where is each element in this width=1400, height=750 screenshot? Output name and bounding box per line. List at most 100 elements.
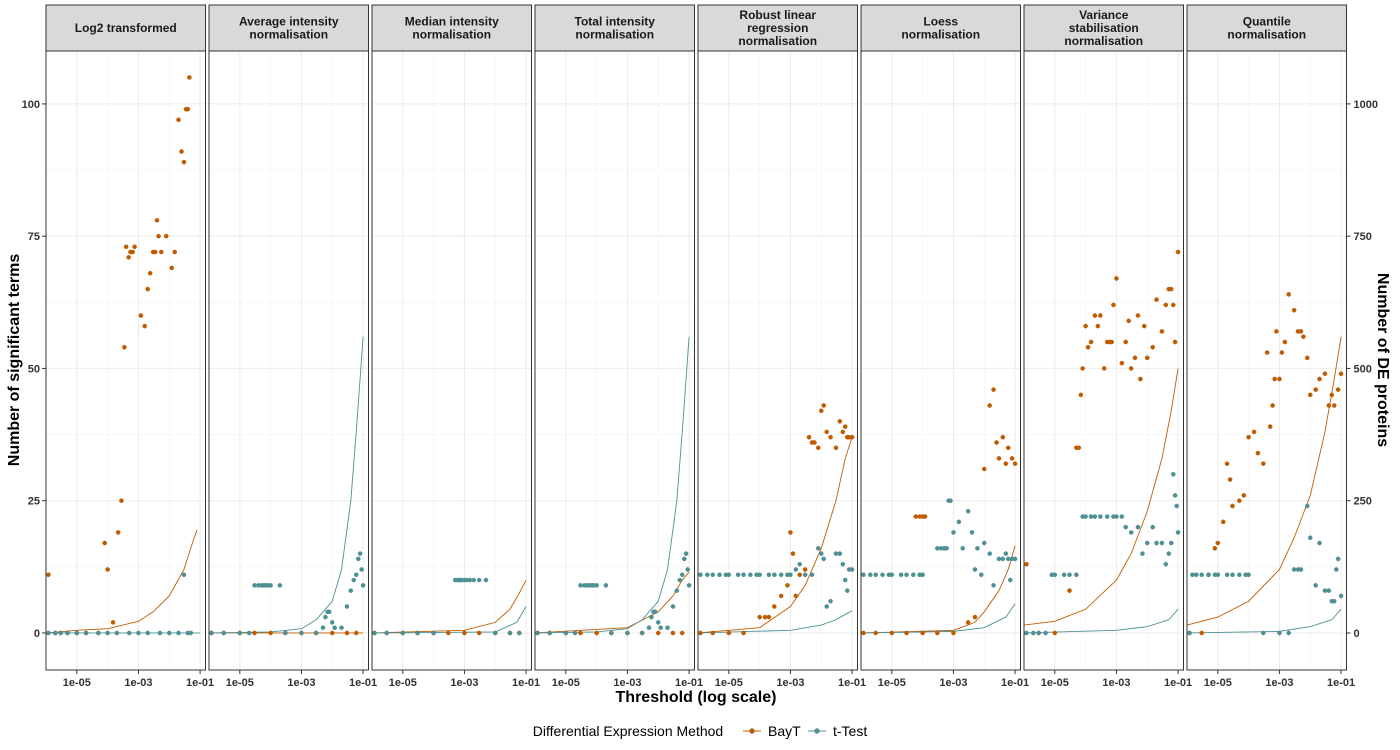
data-point: [837, 551, 843, 556]
data-point: [1067, 588, 1072, 593]
data-point: [339, 625, 344, 630]
data-point: [821, 403, 827, 408]
data-point: [1141, 323, 1147, 329]
data-point: [748, 572, 753, 578]
legend-item-bayt: BayT: [743, 723, 801, 739]
data-point: [1255, 450, 1261, 456]
data-point: [1101, 366, 1107, 371]
facet-strip: [1186, 4, 1347, 52]
data-point: [1114, 514, 1119, 519]
data-point: [1172, 493, 1178, 498]
data-point: [815, 445, 821, 451]
panel-border: [534, 50, 695, 671]
data-point: [1135, 313, 1141, 318]
x-tick-label: 1e-01: [349, 677, 377, 689]
data-point: [1088, 339, 1094, 345]
data-point: [1329, 392, 1335, 398]
data-point: [1163, 302, 1169, 308]
data-point: [797, 561, 803, 567]
data-point: [996, 556, 1002, 562]
y2-tick-label: 750: [1354, 231, 1372, 243]
data-point: [991, 387, 996, 392]
data-point: [726, 630, 732, 636]
y-axis-right: 0 250 500 750 1000: [1346, 99, 1378, 640]
data-point: [1030, 630, 1036, 636]
data-point: [674, 588, 680, 593]
data-point: [710, 630, 716, 636]
data-point: [1009, 456, 1015, 461]
facet-title-line: Loess: [923, 15, 958, 29]
data-point: [1012, 461, 1018, 466]
data-point: [1144, 355, 1150, 361]
facet-title-line: Average intensity: [239, 15, 339, 29]
x-tick-label: 1e-01: [512, 677, 540, 689]
data-point: [320, 625, 326, 630]
data-point: [679, 572, 685, 578]
facet-strip: [371, 4, 532, 52]
data-point: [185, 106, 191, 112]
data-point: [130, 249, 135, 255]
x-tick-label: 1e-03: [776, 677, 804, 689]
series-line-t-test: [697, 610, 853, 634]
data-point: [828, 598, 833, 604]
y-tick-label: 75: [28, 231, 40, 243]
data-point: [1304, 355, 1310, 361]
facet-title-line: Robust linear: [739, 8, 816, 22]
x-tick-label: 1e-05: [552, 677, 580, 689]
data-point: [1109, 339, 1114, 345]
facet-strip: [208, 4, 369, 52]
data-point: [268, 630, 273, 636]
data-point: [735, 572, 741, 578]
data-point: [446, 630, 451, 636]
series-points-t-test: [861, 498, 1018, 588]
panel-background: [372, 51, 532, 670]
grid: [534, 51, 695, 670]
y-tick-label: 0: [34, 628, 40, 640]
data-point: [52, 630, 58, 636]
data-point: [83, 630, 89, 636]
data-point: [1000, 556, 1006, 562]
panel-background: [46, 51, 206, 670]
data-point: [670, 604, 676, 609]
data-point: [169, 265, 174, 271]
panel-border: [208, 50, 369, 671]
data-point: [658, 625, 664, 630]
data-point: [1098, 514, 1103, 519]
data-point: [1291, 307, 1297, 313]
data-point: [132, 244, 137, 250]
y-tick-label: 50: [28, 363, 40, 375]
series-points-bayt: [698, 403, 855, 636]
grid: [1186, 51, 1347, 670]
data-point: [1301, 334, 1306, 339]
data-point: [655, 630, 661, 636]
data-point: [1135, 524, 1141, 530]
facet-title-line: Variance: [1079, 8, 1129, 22]
data-point: [1338, 371, 1344, 377]
data-point: [861, 572, 866, 578]
data-point: [824, 429, 829, 435]
y-tick-label: 100: [22, 99, 40, 111]
series-line-bayt: [1023, 368, 1179, 626]
data-point: [187, 75, 192, 80]
x-tick-label: 1e-03: [287, 677, 315, 689]
data-point: [821, 556, 827, 562]
data-point: [96, 630, 101, 636]
data-point: [873, 572, 879, 578]
data-point: [1331, 598, 1337, 604]
series-points-t-test: [535, 551, 692, 636]
facet-title-line: stabilisation: [1069, 21, 1139, 35]
data-point: [1104, 514, 1110, 519]
data-point: [1264, 350, 1270, 355]
data-point: [1067, 572, 1072, 578]
data-point: [793, 593, 799, 599]
data-point: [922, 514, 928, 519]
data-point: [652, 609, 658, 615]
series-points-bayt: [1024, 249, 1181, 636]
data-point: [181, 572, 187, 578]
data-point: [154, 217, 160, 223]
data-point: [46, 630, 51, 636]
facet-title-line: normalisation: [575, 28, 654, 42]
data-point: [188, 630, 194, 636]
data-point: [1092, 313, 1098, 318]
